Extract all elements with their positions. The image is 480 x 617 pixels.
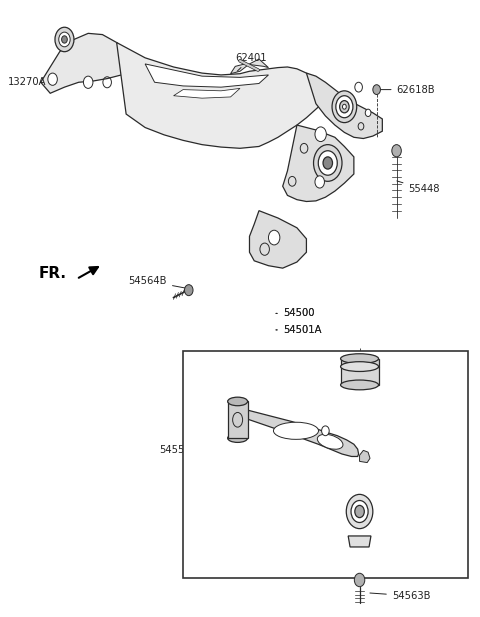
Polygon shape xyxy=(341,366,379,385)
Text: 54501A: 54501A xyxy=(276,325,321,335)
Text: 54551D: 54551D xyxy=(159,426,232,455)
Text: 54501A: 54501A xyxy=(276,325,321,335)
Circle shape xyxy=(48,73,57,85)
Ellipse shape xyxy=(341,380,379,390)
Circle shape xyxy=(332,91,357,123)
Circle shape xyxy=(84,76,93,88)
Ellipse shape xyxy=(341,362,379,371)
Circle shape xyxy=(184,284,193,296)
Polygon shape xyxy=(250,210,306,268)
Circle shape xyxy=(336,96,353,118)
Text: FR.: FR. xyxy=(38,265,66,281)
Circle shape xyxy=(318,151,337,175)
Polygon shape xyxy=(360,450,370,463)
Circle shape xyxy=(392,144,401,157)
Polygon shape xyxy=(348,536,371,547)
Text: 54584A: 54584A xyxy=(212,374,348,384)
Polygon shape xyxy=(283,125,354,202)
Text: 54500: 54500 xyxy=(276,308,314,318)
Ellipse shape xyxy=(317,434,343,449)
Circle shape xyxy=(323,157,333,169)
Text: 13270A: 13270A xyxy=(8,77,55,87)
Circle shape xyxy=(55,27,74,52)
Circle shape xyxy=(342,104,346,109)
Circle shape xyxy=(355,82,362,92)
Polygon shape xyxy=(41,33,136,93)
Polygon shape xyxy=(228,402,248,438)
Text: 54530C: 54530C xyxy=(296,516,355,532)
Circle shape xyxy=(340,101,349,113)
Text: 55448: 55448 xyxy=(397,181,440,194)
Ellipse shape xyxy=(274,422,319,439)
Circle shape xyxy=(351,500,368,523)
Circle shape xyxy=(315,176,324,188)
Circle shape xyxy=(313,144,342,181)
Circle shape xyxy=(315,127,326,141)
Text: 54519: 54519 xyxy=(376,458,433,468)
Polygon shape xyxy=(306,73,383,139)
Circle shape xyxy=(346,494,373,529)
Polygon shape xyxy=(234,409,359,457)
Circle shape xyxy=(354,573,365,587)
Circle shape xyxy=(322,426,329,436)
Circle shape xyxy=(355,505,364,518)
Text: 62401: 62401 xyxy=(235,53,267,71)
Text: 54564B: 54564B xyxy=(129,276,188,288)
Ellipse shape xyxy=(341,354,379,363)
Circle shape xyxy=(59,32,70,47)
Text: 62618B: 62618B xyxy=(380,85,435,94)
Polygon shape xyxy=(145,64,268,87)
Ellipse shape xyxy=(228,434,248,442)
Circle shape xyxy=(268,230,280,245)
Polygon shape xyxy=(174,88,240,98)
Text: 54500: 54500 xyxy=(276,308,314,318)
Polygon shape xyxy=(230,59,268,73)
Circle shape xyxy=(61,36,67,43)
Circle shape xyxy=(373,85,381,94)
Circle shape xyxy=(365,109,371,117)
Polygon shape xyxy=(117,43,325,148)
Bar xyxy=(183,351,468,578)
Polygon shape xyxy=(341,358,379,366)
Ellipse shape xyxy=(228,397,248,406)
Text: 54563B: 54563B xyxy=(370,591,431,601)
